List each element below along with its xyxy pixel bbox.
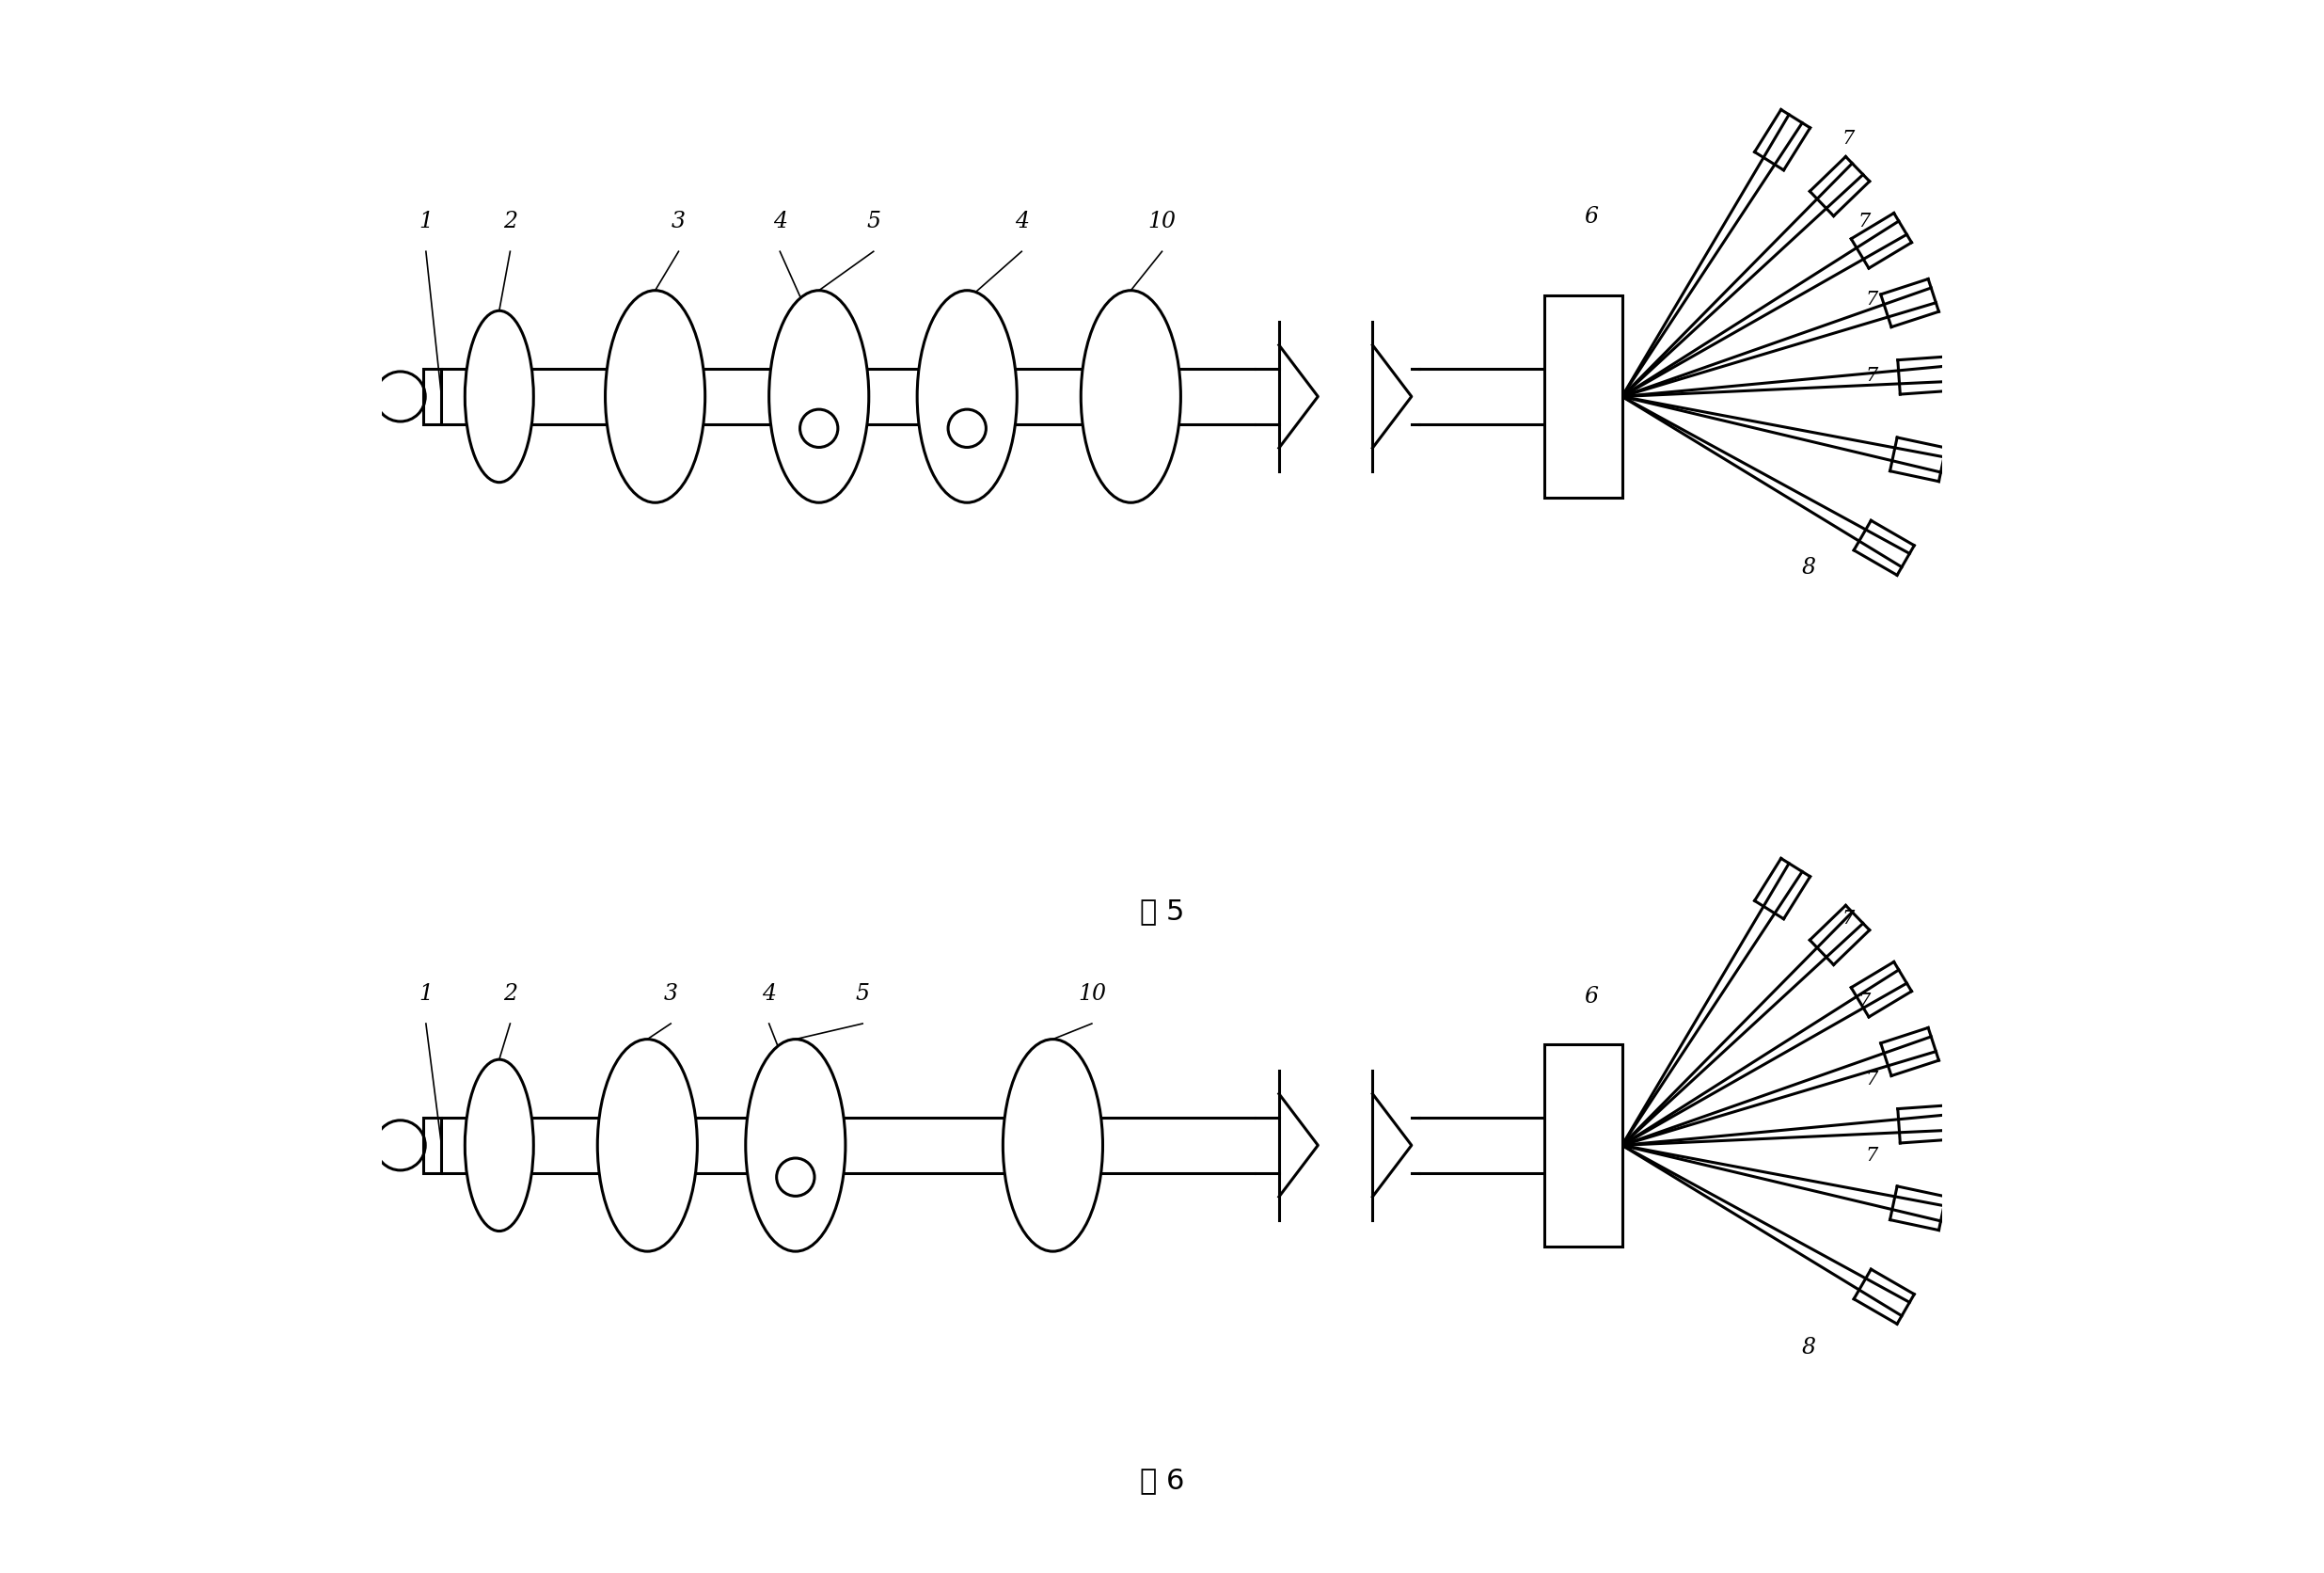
Text: 3: 3: [672, 211, 686, 233]
Text: 图 5: 图 5: [1139, 898, 1185, 925]
Text: 5: 5: [867, 211, 881, 233]
Ellipse shape: [918, 291, 1018, 503]
Ellipse shape: [1004, 1040, 1104, 1252]
Text: 10: 10: [1148, 211, 1176, 233]
Ellipse shape: [597, 1040, 697, 1252]
Text: 2: 2: [502, 983, 518, 1005]
Text: 7: 7: [1857, 993, 1871, 1011]
Text: 8: 8: [1801, 1337, 1817, 1359]
Bar: [1543, 1044, 1622, 1247]
Ellipse shape: [769, 291, 869, 503]
Text: 7: 7: [1843, 131, 1855, 148]
Text: 2: 2: [502, 211, 518, 233]
Text: 1: 1: [418, 211, 432, 233]
Ellipse shape: [746, 1040, 846, 1252]
Text: 7: 7: [1857, 212, 1871, 231]
Text: 6: 6: [1583, 986, 1599, 1008]
Ellipse shape: [465, 1060, 535, 1232]
Bar: [423, 368, 442, 425]
Text: 3: 3: [665, 983, 679, 1005]
Ellipse shape: [1081, 291, 1181, 503]
Text: 7: 7: [1843, 911, 1855, 928]
Text: 4: 4: [1016, 211, 1030, 233]
Bar: [1543, 296, 1622, 499]
Text: 10: 10: [1078, 983, 1106, 1005]
Text: 6: 6: [1583, 206, 1599, 228]
Text: 图 6: 图 6: [1139, 1468, 1185, 1494]
Text: 7: 7: [1866, 291, 1878, 308]
Text: 4: 4: [762, 983, 776, 1005]
Text: 7: 7: [1866, 1147, 1878, 1166]
Bar: [423, 1117, 442, 1173]
Text: 7: 7: [1866, 1071, 1878, 1089]
Text: 8: 8: [1801, 557, 1817, 579]
Text: 4: 4: [774, 211, 788, 233]
Ellipse shape: [465, 311, 535, 483]
Text: 5: 5: [855, 983, 869, 1005]
Text: 1: 1: [418, 983, 432, 1005]
Ellipse shape: [604, 291, 704, 503]
Text: 7: 7: [1866, 368, 1878, 385]
